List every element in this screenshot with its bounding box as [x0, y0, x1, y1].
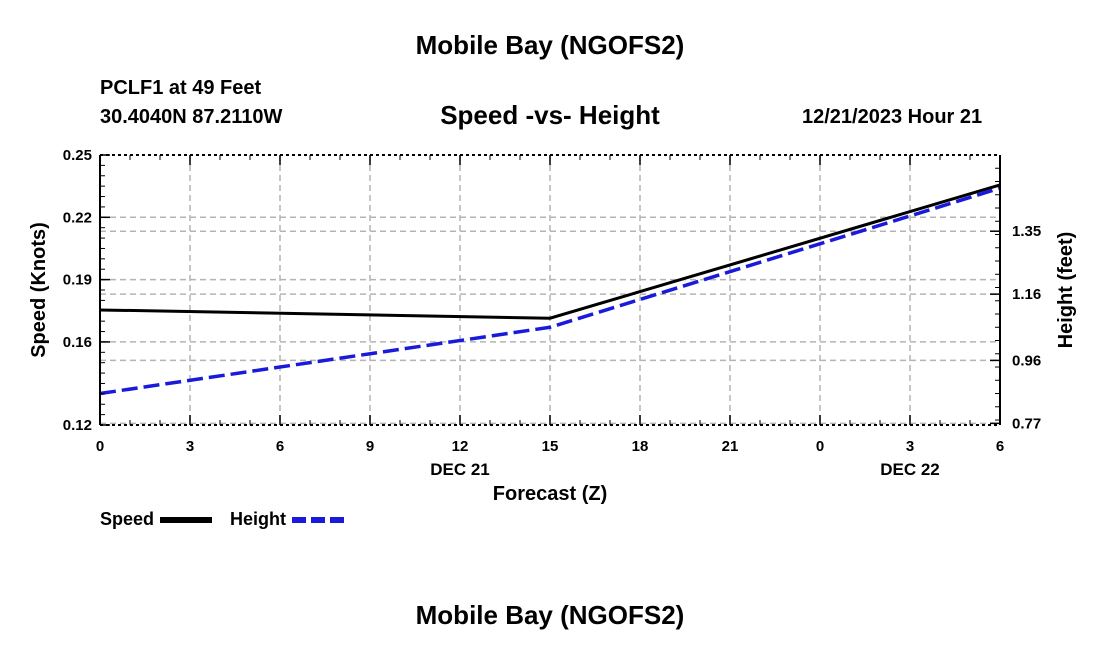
x-tick-label: 18: [632, 438, 649, 455]
y2-tick-label: 1.16: [1012, 286, 1041, 303]
x-tick-label: 3: [906, 438, 914, 455]
x-tick-label: 21: [722, 438, 739, 455]
y-tick-label: 0.19: [63, 272, 92, 289]
y-tick-label: 0.22: [63, 209, 92, 226]
series-line-speed: [99, 183, 1001, 320]
x-tick-label: 6: [276, 438, 284, 455]
chart-title: Speed -vs- Height: [440, 100, 660, 130]
y-axis-label: Speed (Knots): [28, 222, 50, 358]
y2-axis-label: Height (feet): [1055, 232, 1077, 349]
x-date-label: DEC 22: [880, 460, 940, 479]
x-tick-label: 0: [816, 438, 824, 455]
footer-title: Mobile Bay (NGOFS2): [415, 600, 685, 630]
legend-label-speed: Speed: [100, 509, 154, 529]
y2-tick-label: 0.96: [1012, 352, 1041, 369]
station-label: PCLF1 at 49 Feet: [100, 77, 262, 99]
x-tick-label: 3: [186, 438, 194, 455]
x-tick-label: 9: [366, 438, 374, 455]
page-title: Mobile Bay (NGOFS2): [415, 30, 685, 60]
y-tick-label: 0.16: [63, 334, 92, 351]
y2-tick-label: 1.35: [1012, 223, 1041, 240]
y2-tick-label: 0.77: [1012, 415, 1041, 432]
x-tick-label: 12: [452, 438, 469, 455]
x-tick-label: 6: [996, 438, 1004, 455]
y-tick-label: 0.25: [63, 147, 92, 164]
legend-label-height: Height: [230, 509, 286, 529]
timestamp-label: 12/21/2023 Hour 21: [802, 106, 983, 128]
y-tick-label: 0.12: [63, 417, 92, 434]
x-tick-label: 15: [542, 438, 559, 455]
series-line-height: [99, 186, 1001, 396]
x-axis-label: Forecast (Z): [493, 483, 607, 505]
x-date-label: DEC 21: [430, 460, 490, 479]
coordinates-label: 30.4040N 87.2110W: [100, 106, 283, 128]
x-tick-label: 0: [96, 438, 104, 455]
